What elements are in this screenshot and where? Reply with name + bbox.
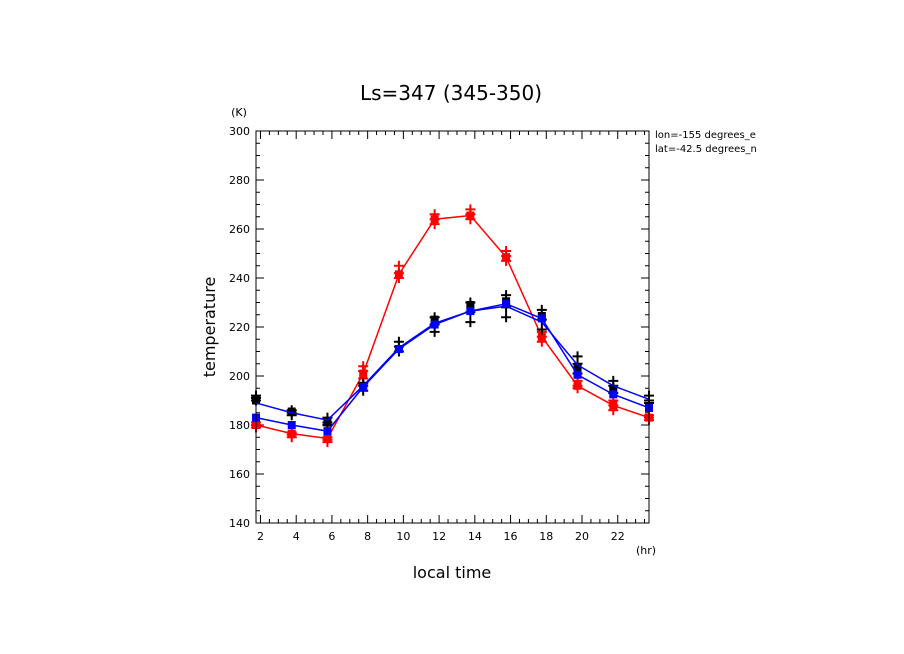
x-tick-label: 2 bbox=[257, 530, 264, 543]
axes: 140 160 180 200 220 240 260 280 300 2 4 6 8 10 12 14 16 1… bbox=[229, 125, 649, 543]
plot-frame bbox=[255, 130, 650, 524]
series-line bbox=[255, 214, 650, 440]
sample-cross bbox=[608, 375, 619, 386]
x-tick-label: 10 bbox=[396, 530, 410, 543]
y-tick-label: 300 bbox=[229, 125, 250, 138]
data-point bbox=[573, 381, 582, 390]
chart-title: Ls=347 (345-350) bbox=[360, 81, 542, 105]
sample-cross bbox=[501, 312, 512, 323]
data-point bbox=[466, 300, 475, 309]
series-0 bbox=[251, 204, 654, 448]
data-point bbox=[502, 253, 511, 262]
annotation-lon: lon=-155 degrees_e bbox=[655, 130, 756, 141]
x-tick-label: 18 bbox=[539, 530, 553, 543]
data-point bbox=[466, 307, 475, 316]
series-line bbox=[255, 302, 650, 432]
x-tick-label: 16 bbox=[504, 530, 518, 543]
x-tick-label: 6 bbox=[328, 530, 335, 543]
data-point bbox=[287, 421, 296, 429]
sample-cross bbox=[393, 260, 404, 271]
data-point bbox=[537, 314, 546, 323]
data-point bbox=[359, 369, 368, 378]
series-line bbox=[255, 305, 650, 421]
y-tick-label: 280 bbox=[229, 174, 250, 187]
x-tick-label: 4 bbox=[293, 530, 300, 543]
y-tick-label: 140 bbox=[229, 517, 250, 530]
data-point bbox=[609, 390, 618, 399]
y-axis-label: temperature bbox=[200, 277, 219, 378]
sample-cross bbox=[465, 317, 476, 328]
sample-cross bbox=[572, 351, 583, 362]
data-point bbox=[573, 364, 582, 373]
data-point bbox=[573, 370, 582, 379]
x-tick-label: 20 bbox=[575, 530, 589, 543]
y-tick-label: 160 bbox=[229, 468, 250, 481]
x-tick-label: 8 bbox=[364, 530, 371, 543]
series-2 bbox=[255, 305, 650, 421]
data-point bbox=[287, 429, 296, 438]
data-point bbox=[323, 434, 332, 443]
x-axis-unit: (hr) bbox=[636, 544, 656, 557]
y-tick-label: 260 bbox=[229, 223, 250, 236]
sample-cross bbox=[393, 336, 404, 347]
data-point bbox=[466, 211, 475, 220]
data-point bbox=[430, 315, 439, 324]
data-point bbox=[394, 270, 403, 279]
sample-cross bbox=[536, 324, 547, 335]
y-tick-label: 200 bbox=[229, 370, 250, 383]
data-point bbox=[323, 418, 332, 427]
x-tick-label: 12 bbox=[432, 530, 446, 543]
data-point bbox=[502, 299, 511, 308]
x-tick-label: 14 bbox=[468, 530, 482, 543]
data-point bbox=[430, 215, 439, 224]
series-layer bbox=[251, 204, 654, 448]
y-axis-unit: (K) bbox=[231, 106, 247, 119]
data-point bbox=[323, 427, 332, 436]
data-point bbox=[609, 401, 618, 410]
series-3 bbox=[251, 290, 654, 430]
series-1 bbox=[252, 299, 653, 436]
y-tick-label: 240 bbox=[229, 272, 250, 285]
x-tick-label: 22 bbox=[611, 530, 625, 543]
x-axis-label: local time bbox=[413, 563, 492, 582]
y-tick-label: 220 bbox=[229, 321, 250, 334]
data-point bbox=[609, 385, 618, 394]
annotation-lat: lat=-42.5 degrees_n bbox=[655, 144, 757, 155]
data-point bbox=[430, 320, 439, 329]
data-point bbox=[537, 332, 546, 341]
data-point bbox=[287, 407, 296, 416]
y-tick-label: 180 bbox=[229, 419, 250, 432]
data-point bbox=[394, 345, 403, 354]
data-point bbox=[359, 383, 368, 392]
